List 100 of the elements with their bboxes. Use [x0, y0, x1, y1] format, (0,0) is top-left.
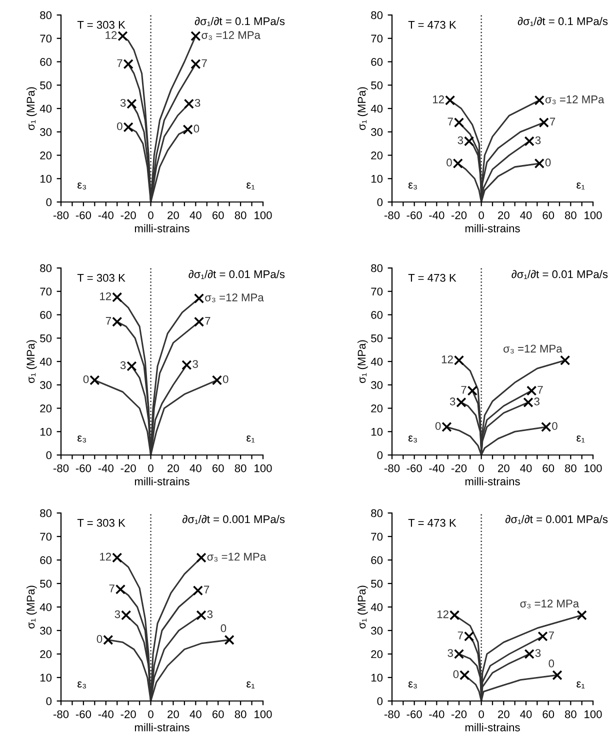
annotation: ε₁	[246, 681, 255, 688]
x-axis-title: milli-strains	[134, 224, 190, 232]
x-tick-label: 100	[254, 464, 272, 472]
y-tick-label: 40	[370, 104, 383, 113]
x-tick-label: 20	[168, 710, 179, 718]
x-tick-label: 60	[542, 211, 554, 220]
y-tick-label: 80	[371, 11, 383, 20]
annotation: ε₃	[408, 182, 417, 190]
y-axis-title: σ₁ (MPa)	[26, 586, 37, 628]
series-label: 12	[433, 95, 444, 104]
x-tick-label: 100	[584, 710, 602, 718]
y-tick-label: 40	[40, 104, 52, 113]
y-tick-label: 50	[40, 334, 52, 342]
series-label: 3	[535, 136, 541, 144]
x-tick-label: 20	[168, 464, 179, 472]
x-tick-label: 80	[234, 464, 246, 472]
annotation: ε₁	[576, 435, 585, 442]
y-tick-label: 40	[370, 358, 383, 366]
series-label: 3	[448, 649, 453, 657]
y-tick-label: 30	[371, 626, 383, 635]
series-label: 12	[100, 292, 111, 300]
x-tick-label: 0	[478, 710, 484, 718]
series-label: 0	[96, 635, 102, 643]
y-tick-label: 10	[371, 428, 383, 436]
annotation: ε₁	[576, 681, 585, 688]
x-tick-label: -20	[451, 710, 467, 718]
y-tick-label: 80	[40, 264, 52, 272]
series-label: 7	[202, 59, 207, 67]
x-tick-label: -80	[384, 464, 400, 472]
x-tick-label: 20	[498, 211, 510, 220]
annotation: ε₁	[246, 435, 255, 442]
series-label: 0	[222, 375, 228, 384]
y-tick-label: 70	[371, 34, 383, 43]
series-label: σ₃ =12 MPa	[504, 344, 562, 354]
y-tick-label: 20	[371, 404, 383, 412]
y-tick-label: 70	[40, 532, 52, 541]
x-tick-label: 0	[148, 211, 154, 220]
series-label: 7	[109, 584, 114, 592]
series-label: 3	[458, 136, 464, 144]
annotation: ∂σ₁/∂t = 0.1 MPa/s	[194, 17, 285, 26]
x-tick-label: -20	[120, 710, 136, 718]
x-tick-label: 20	[498, 464, 510, 472]
y-tick-label: 60	[40, 58, 52, 66]
x-tick-label: -80	[53, 710, 69, 718]
x-tick-label: -40	[98, 211, 114, 220]
x-tick-label: 0	[478, 464, 484, 472]
annotation: ∂σ₁/∂t = 0.001 MPa/s	[182, 515, 285, 524]
y-tick-label: 60	[40, 311, 52, 319]
series-label: 0	[453, 670, 459, 678]
y-axis-title: σ₁ (MPa)	[26, 340, 37, 383]
annotation: ε₃	[78, 681, 86, 688]
x-tick-label: -80	[384, 710, 400, 718]
series-label: 7	[538, 386, 543, 394]
series-label: 0	[435, 422, 441, 430]
series-label: 3	[534, 398, 540, 406]
x-tick-label: 80	[234, 710, 246, 718]
x-tick-label: 60	[542, 464, 554, 472]
x-axis-title: milli-strains	[465, 723, 520, 732]
y-tick-label: 20	[371, 650, 383, 658]
y-tick-label: 10	[371, 674, 383, 682]
y-tick-label: 0	[377, 697, 383, 706]
y-tick-label: 30	[371, 128, 383, 136]
x-tick-label: 20	[168, 211, 179, 220]
x-axis-title: milli-strains	[134, 477, 190, 486]
series-label: 3	[120, 361, 126, 370]
x-tick-label: -20	[120, 211, 136, 220]
y-tick-label: 70	[371, 532, 383, 541]
y-tick-label: 60	[371, 58, 383, 66]
annotation: T = 473 K	[408, 274, 456, 282]
y-tick-label: 70	[371, 288, 383, 296]
y-tick-label: 80	[371, 509, 383, 518]
x-tick-label: 40	[520, 211, 532, 220]
x-tick-label: -40	[98, 710, 114, 718]
x-axis-title: milli-strains	[134, 723, 190, 732]
series-label: σ₃ =12 MPa	[207, 552, 266, 562]
y-axis-title: σ₁ (MPa)	[357, 87, 368, 130]
y-tick-label: 30	[40, 128, 52, 136]
annotation: ε₁	[246, 182, 255, 190]
annotation: ε₁	[576, 182, 585, 190]
x-tick-label: 80	[564, 464, 576, 472]
y-tick-label: 30	[40, 381, 52, 390]
series-label: 7	[461, 386, 466, 394]
annotation: T = 303 K	[77, 518, 126, 527]
x-tick-label: -60	[76, 710, 92, 718]
series-label: 3	[192, 360, 198, 368]
x-tick-label: -60	[406, 710, 422, 718]
x-tick-label: 20	[498, 710, 510, 718]
annotation: ε₃	[78, 182, 86, 190]
x-tick-label: 80	[564, 710, 576, 718]
x-tick-label: 60	[212, 211, 224, 220]
series-label: 7	[458, 632, 463, 640]
y-tick-label: 20	[371, 152, 383, 160]
x-tick-label: 0	[148, 464, 154, 472]
annotation: ε₃	[78, 435, 86, 442]
y-tick-label: 50	[40, 580, 52, 588]
series-label: 0	[545, 158, 551, 166]
x-tick-label: -80	[384, 211, 400, 220]
y-tick-label: 0	[46, 198, 52, 206]
x-tick-label: -80	[53, 464, 69, 472]
series-label: 0	[446, 158, 452, 166]
